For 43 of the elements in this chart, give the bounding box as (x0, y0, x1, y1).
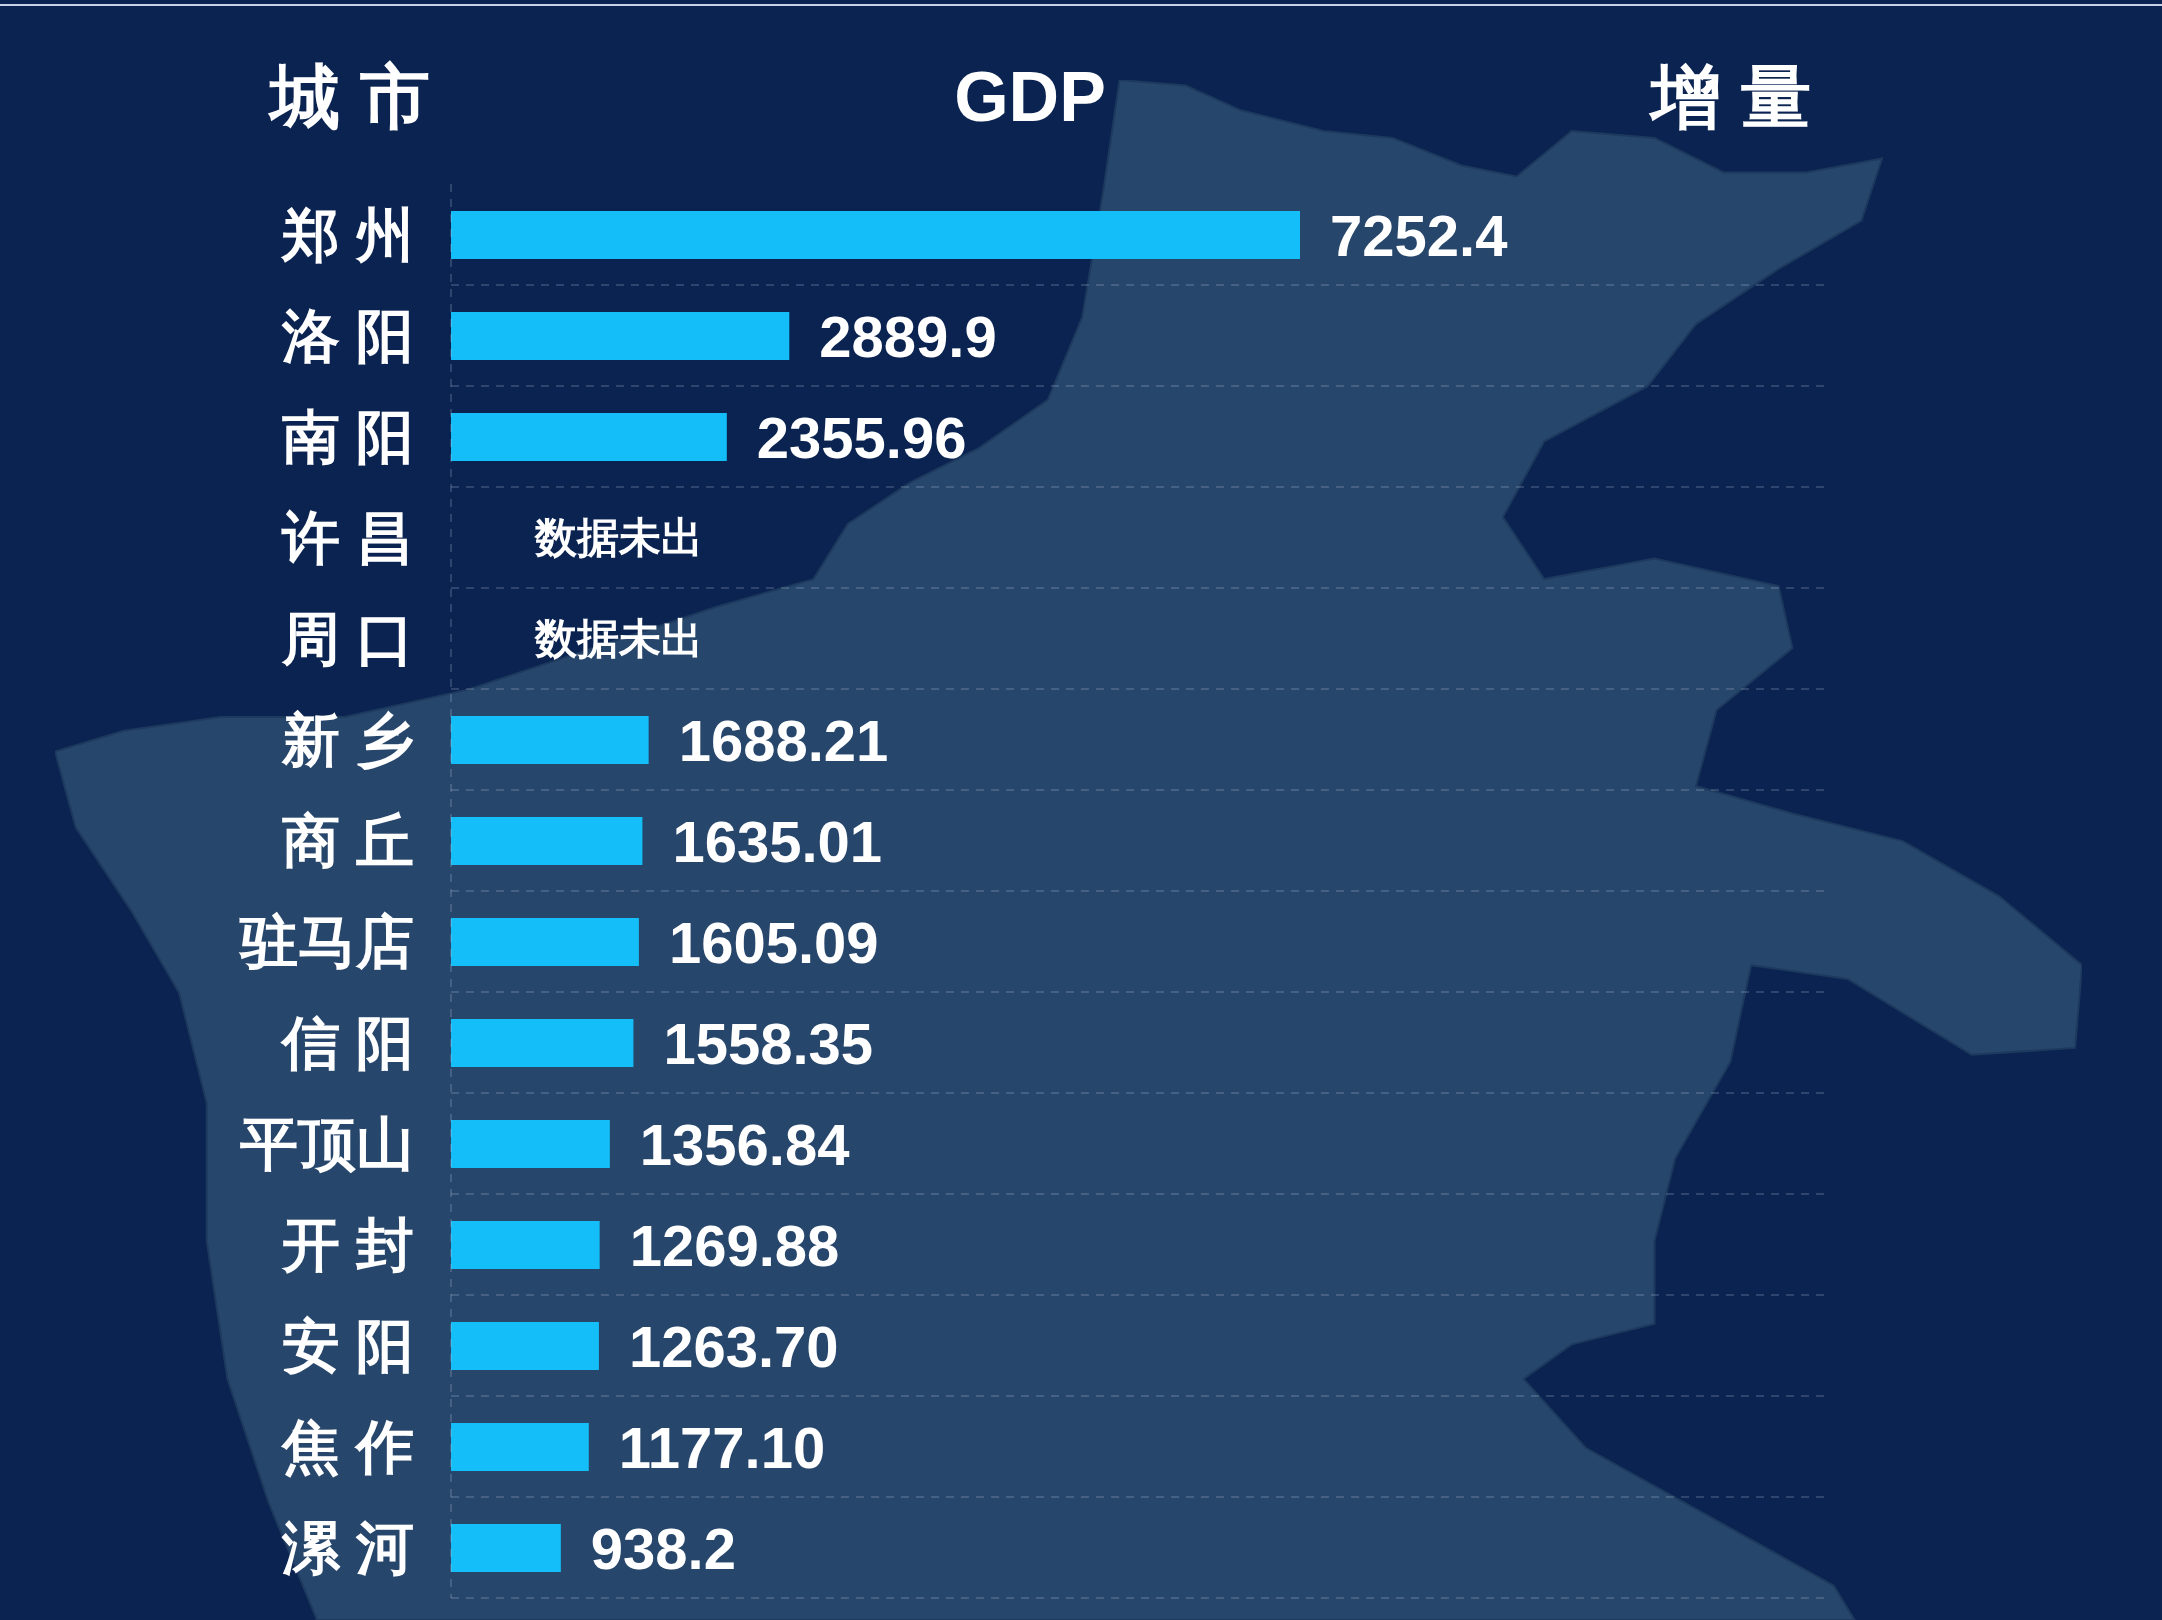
text: 数据未出 (535, 614, 703, 662)
y-tick-label: 郑 州 (279, 202, 414, 267)
bar (451, 918, 639, 966)
data-label: 2889.9 (819, 303, 997, 369)
bar (451, 817, 643, 865)
y-tick-label: 周 口 (280, 606, 414, 671)
y-tick-label: 商 丘 (281, 808, 414, 873)
y-tick-label: 焦 作 (279, 1414, 414, 1479)
bar (451, 413, 727, 461)
y-tick-label: 新 乡 (280, 707, 414, 772)
y-tick-label: 安 阳 (281, 1313, 414, 1378)
bar (451, 1322, 599, 1370)
y-tick-label: 平顶山 (239, 1111, 414, 1176)
data-label: 1558.35 (663, 1010, 874, 1076)
data-label: 7252.4 (1330, 202, 1508, 268)
y-tick-label: 开 封 (280, 1212, 414, 1277)
y-tick-label: 南 阳 (281, 404, 414, 469)
text: 增 量 (1651, 58, 1811, 136)
y-tick-label: 漯 河 (280, 1515, 414, 1580)
data-label: 1263.70 (628, 1313, 839, 1379)
bar (451, 1221, 600, 1269)
data-label: 938.2 (590, 1515, 736, 1581)
y-tick-label: 信 阳 (279, 1010, 414, 1075)
x-axis-title: GDP (954, 58, 1106, 136)
bar (451, 312, 790, 360)
text: 数据未出 (535, 513, 703, 561)
bar (451, 1019, 634, 1067)
y-tick-label: 驻马店 (238, 909, 414, 974)
bar (451, 211, 1301, 259)
bar (451, 1120, 610, 1168)
y-tick-label: 许 昌 (280, 505, 414, 570)
data-label: 1688.21 (678, 707, 889, 773)
bar (451, 1423, 589, 1471)
y-axis-title: 城 市 (270, 58, 430, 136)
y-tick-label: 洛 阳 (280, 303, 414, 368)
data-label: 1635.01 (672, 808, 883, 874)
data-label: 1269.88 (629, 1212, 840, 1278)
data-label: 2355.96 (756, 404, 967, 470)
data-label: 1177.10 (618, 1414, 826, 1480)
data-label: 1356.84 (639, 1111, 850, 1177)
bar (451, 716, 649, 764)
data-label: 1605.09 (668, 909, 879, 975)
bar (451, 1524, 561, 1572)
